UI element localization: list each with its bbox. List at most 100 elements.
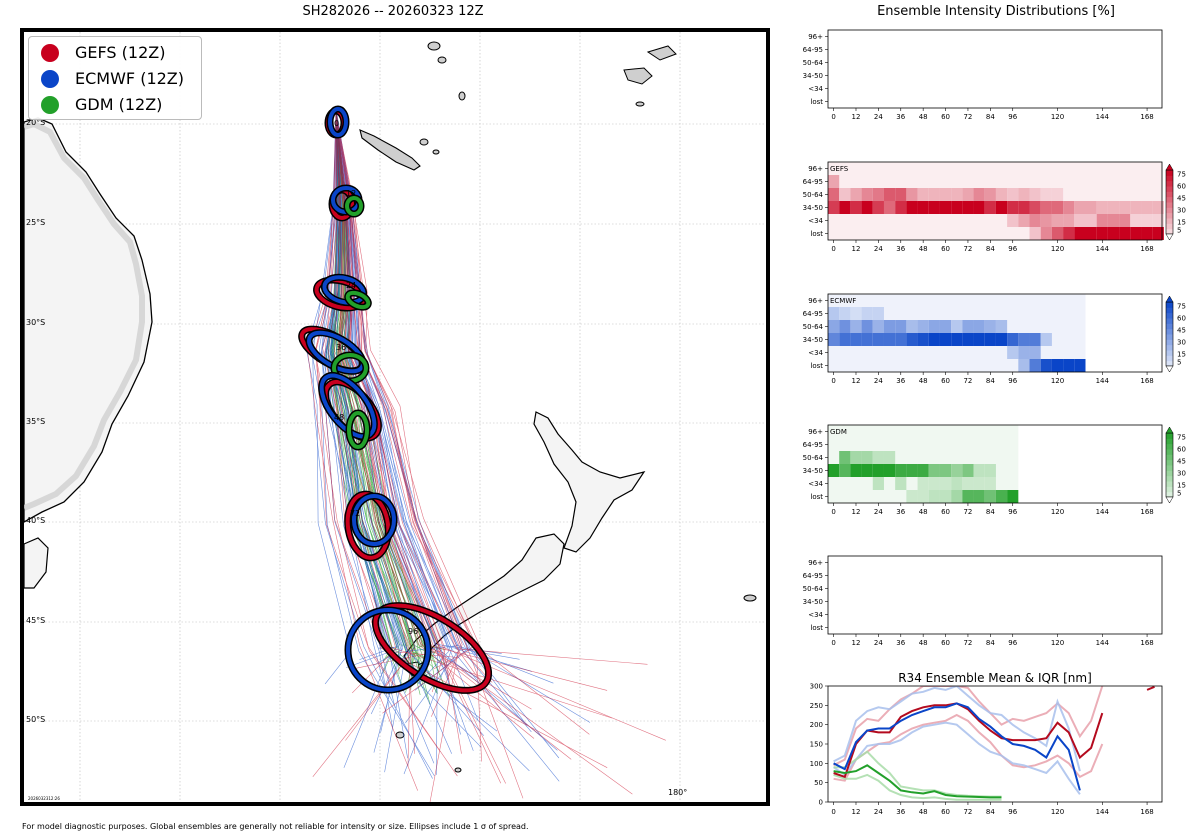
x-tick-label: 48 bbox=[919, 639, 928, 647]
heatmap-cell bbox=[973, 188, 985, 201]
y-tick-label: 96+ bbox=[808, 33, 823, 41]
heatmap-cell bbox=[1040, 188, 1052, 201]
series-line-gefs-mean-tail bbox=[1146, 686, 1155, 691]
heatmap-cell bbox=[1063, 359, 1075, 372]
x-tick-label: 0 bbox=[831, 113, 835, 121]
heatmap-cell bbox=[962, 320, 974, 333]
heatmap-cell bbox=[839, 307, 851, 320]
heatmap-cell bbox=[973, 320, 985, 333]
r34-x-tick-label: 72 bbox=[963, 808, 972, 816]
heatmap-cell bbox=[1007, 490, 1019, 503]
colorbar-tick: 75 bbox=[1177, 434, 1186, 442]
colorbar-step bbox=[1166, 328, 1173, 335]
heatmap-cell bbox=[828, 320, 840, 333]
heatmap-cell bbox=[1119, 227, 1131, 240]
x-tick-label: 60 bbox=[941, 245, 950, 253]
tracks-gefs-line bbox=[315, 115, 458, 777]
x-tick-label: 72 bbox=[963, 245, 972, 253]
x-tick-label: 24 bbox=[874, 377, 883, 385]
timestamp-stamp: 2026032312:26 bbox=[28, 796, 60, 801]
nz-north-island bbox=[533, 411, 646, 553]
ellipse-label-36: 36 bbox=[336, 343, 346, 352]
heatmap-cell bbox=[906, 188, 918, 201]
heatmap-cell bbox=[1130, 214, 1142, 227]
heatmap-cell bbox=[906, 333, 918, 346]
heatmap-cell bbox=[883, 333, 896, 346]
heatmap-cell bbox=[928, 201, 940, 214]
x-tick-label: 168 bbox=[1140, 377, 1153, 385]
heatmap-cell bbox=[895, 477, 907, 490]
colorbar-step bbox=[1166, 186, 1173, 192]
x-tick-label: 72 bbox=[963, 639, 972, 647]
map-title: SH282026 -- 20260323 12Z bbox=[302, 4, 484, 19]
colorbar-extend-bottom bbox=[1165, 496, 1174, 504]
x-tick-label: 12 bbox=[852, 639, 861, 647]
heatmap-cell bbox=[939, 333, 952, 346]
heatmap-cell bbox=[1007, 346, 1019, 359]
heatmap-cell bbox=[861, 464, 873, 477]
heatmap-cell bbox=[995, 320, 1008, 333]
heatmap-cell bbox=[995, 188, 1008, 201]
heatmap-cell bbox=[1141, 214, 1153, 227]
heatmap-cell bbox=[839, 464, 851, 477]
lat-label-45s: 45°S bbox=[26, 616, 46, 625]
heatmap-cell bbox=[1096, 227, 1108, 240]
colorbar-step bbox=[1166, 459, 1173, 466]
heatmap-cell bbox=[828, 464, 840, 477]
heatmap-cell bbox=[850, 464, 862, 477]
x-tick-label: 12 bbox=[852, 113, 861, 121]
intensity-title: Ensemble Intensity Distributions [%] bbox=[877, 4, 1115, 19]
heatmap-cell bbox=[995, 201, 1008, 214]
ellipse-label-72: 72 bbox=[350, 509, 360, 518]
heatmap-cell bbox=[951, 490, 963, 503]
heatmap-cell bbox=[839, 451, 851, 464]
colorbar-extend-bottom bbox=[1165, 233, 1174, 241]
heatmap-cell bbox=[1107, 227, 1120, 240]
heatmap-cell bbox=[861, 188, 873, 201]
heatmap-cell bbox=[962, 333, 974, 346]
heatmap-cell bbox=[828, 201, 840, 214]
y-tick-label: lost bbox=[810, 230, 823, 238]
heatmap-cell bbox=[939, 188, 952, 201]
heatmap-cell bbox=[906, 464, 918, 477]
heatmap-cell bbox=[917, 490, 929, 503]
heatmap-cell bbox=[939, 464, 952, 477]
colorbar-tick: 5 bbox=[1177, 490, 1181, 498]
colorbar-tick: 75 bbox=[1177, 171, 1186, 179]
heatmap-cell bbox=[1051, 201, 1064, 214]
heatmap-cell bbox=[962, 464, 974, 477]
heatmap-cell bbox=[1051, 227, 1064, 240]
x-tick-label: 96 bbox=[1008, 639, 1017, 647]
series-line-ecmwf-mean bbox=[833, 702, 1081, 791]
heatmap-cell bbox=[1007, 333, 1019, 346]
heatmap-cell bbox=[951, 477, 963, 490]
heatmap-cell bbox=[1152, 201, 1164, 214]
heatmap-cell bbox=[1040, 227, 1052, 240]
colorbar-step bbox=[1166, 223, 1173, 230]
heatmap-cell bbox=[1007, 201, 1019, 214]
x-tick-label: 96 bbox=[1008, 377, 1017, 385]
colorbar-tick: 5 bbox=[1177, 359, 1181, 367]
r34-x-tick-label: 48 bbox=[919, 808, 928, 816]
r34-x-tick-label: 96 bbox=[1008, 808, 1017, 816]
x-tick-label: 168 bbox=[1140, 639, 1153, 647]
x-tick-label: 72 bbox=[963, 508, 972, 516]
y-tick-label: 96+ bbox=[808, 297, 823, 305]
r34-x-tick-label: 0 bbox=[831, 808, 835, 816]
tracks-gefs-line bbox=[335, 112, 459, 802]
heatmap-cell bbox=[995, 490, 1008, 503]
y-tick-label: lost bbox=[810, 362, 823, 370]
colorbar-step bbox=[1166, 202, 1173, 208]
lat-label-40s: 40°S bbox=[26, 516, 46, 525]
colorbar-tick: 15 bbox=[1177, 351, 1186, 359]
heatmap-cell bbox=[850, 188, 862, 201]
r34-chart-title: R34 Ensemble Mean & IQR [nm] bbox=[898, 671, 1092, 685]
x-tick-label: 60 bbox=[941, 113, 950, 121]
r34-y-tick-label: 300 bbox=[810, 683, 823, 691]
heatmap-cell bbox=[1029, 188, 1041, 201]
heatmap-cell bbox=[872, 320, 884, 333]
r34-x-tick-label: 84 bbox=[986, 808, 995, 816]
y-tick-label: 96+ bbox=[808, 559, 823, 567]
x-tick-label: 0 bbox=[831, 245, 835, 253]
colorbar-step bbox=[1166, 218, 1173, 224]
